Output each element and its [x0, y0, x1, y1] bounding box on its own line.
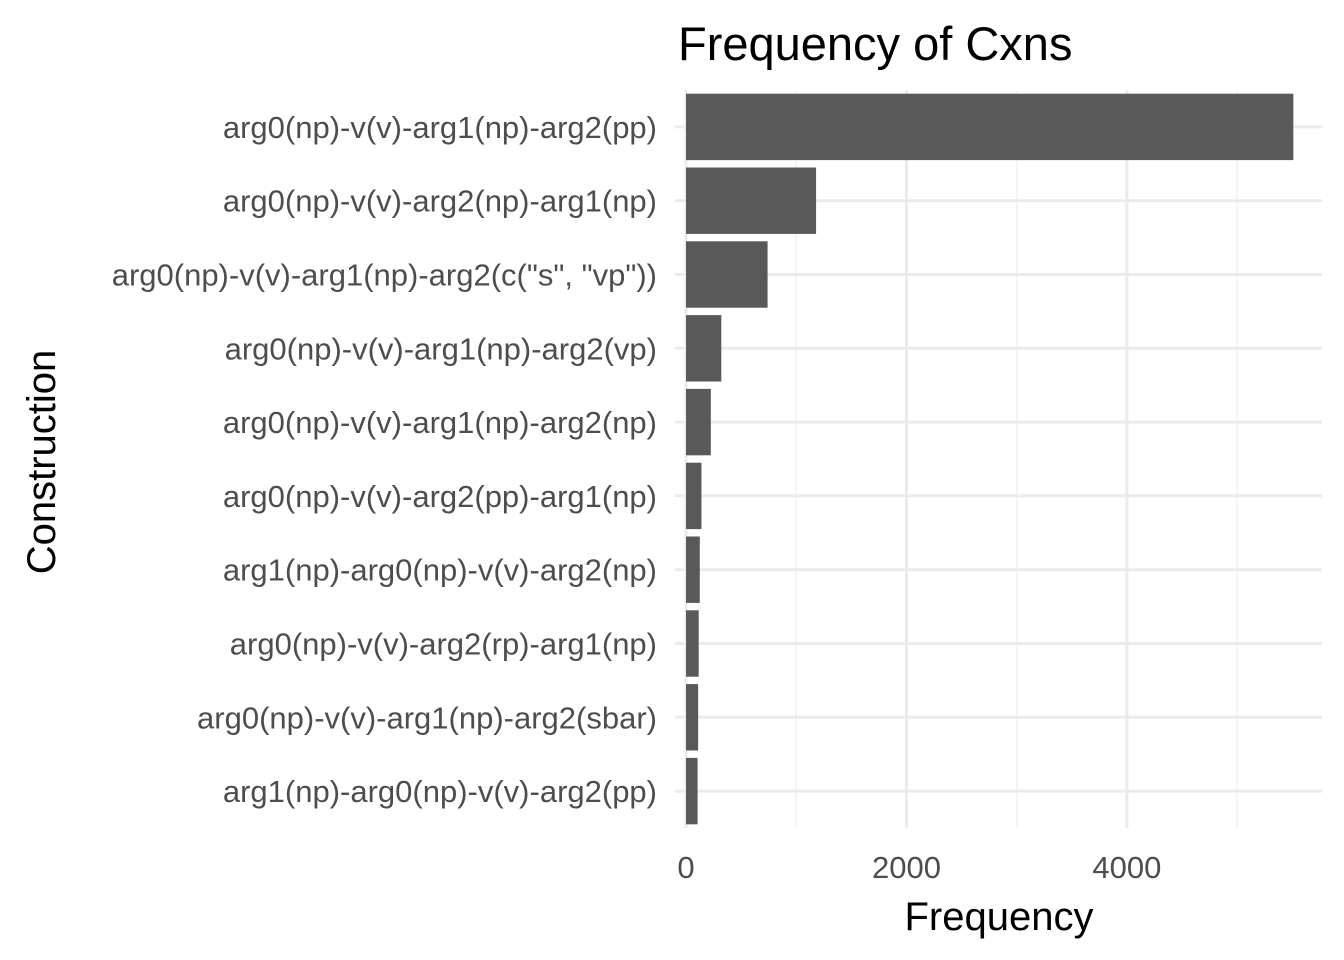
- bar: [686, 388, 711, 456]
- bars: [686, 93, 1294, 825]
- x-tick-label: 0: [677, 850, 694, 885]
- y-tick-label: arg0(np)-v(v)-arg1(np)-arg2(np): [223, 405, 657, 440]
- y-axis-title: Construction: [20, 350, 64, 575]
- y-tick-labels: arg0(np)-v(v)-arg1(np)-arg2(pp) arg0(np)-…: [112, 110, 657, 809]
- y-tick-label: arg0(np)-v(v)-arg2(pp)-arg1(np): [223, 479, 657, 514]
- bar: [686, 536, 700, 603]
- bar: [686, 610, 699, 677]
- bar: [686, 167, 817, 234]
- bar: [686, 757, 698, 825]
- bar: [686, 684, 699, 751]
- y-tick-label: arg1(np)-arg0(np)-v(v)-arg2(np): [223, 553, 657, 588]
- y-tick-label: arg1(np)-arg0(np)-v(v)-arg2(pp): [223, 774, 657, 809]
- bar: [686, 93, 1294, 161]
- chart-title: Frequency of Cxns: [678, 17, 1072, 70]
- y-tick-label: arg0(np)-v(v)-arg2(np)-arg1(np): [223, 184, 657, 219]
- bar: [686, 315, 722, 382]
- x-tick-labels: 0 2000 4000: [677, 850, 1161, 885]
- x-tick-label: 2000: [872, 850, 941, 885]
- y-tick-label: arg0(np)-v(v)-arg1(np)-arg2(c("s", "vp")…: [112, 258, 657, 293]
- y-tick-label: arg0(np)-v(v)-arg1(np)-arg2(pp): [223, 110, 657, 145]
- bar: [686, 462, 702, 530]
- y-tick-label: arg0(np)-v(v)-arg1(np)-arg2(sbar): [197, 700, 657, 735]
- x-axis-title: Frequency: [905, 895, 1094, 939]
- y-tick-label: arg0(np)-v(v)-arg1(np)-arg2(vp): [225, 331, 657, 366]
- x-tick-label: 4000: [1092, 850, 1161, 885]
- gridlines: [675, 90, 1322, 828]
- bar: [686, 241, 768, 308]
- y-tick-label: arg0(np)-v(v)-arg2(rp)-arg1(np): [230, 627, 657, 662]
